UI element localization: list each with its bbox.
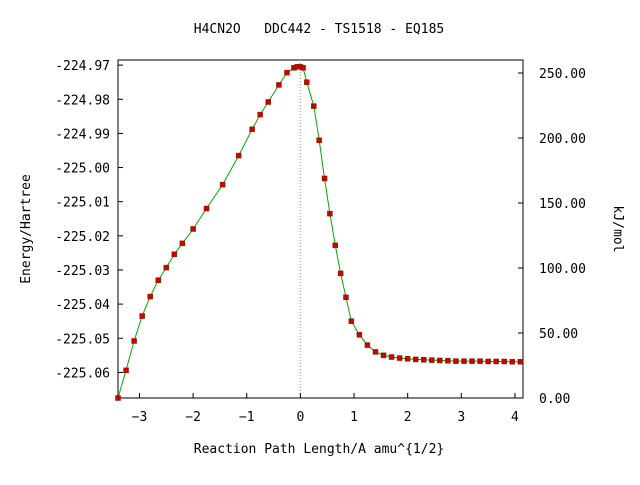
data-point (429, 357, 435, 363)
y-tick-label: -225.06 (55, 366, 110, 381)
chart-title: H4CN2O DDC442 - TS1518 - EQ185 (194, 22, 444, 37)
data-point (337, 270, 344, 277)
data-point (203, 205, 210, 212)
data-point (249, 126, 255, 133)
data-point (327, 210, 333, 217)
data-point (190, 226, 196, 232)
y-tick-label: -225.00 (55, 162, 110, 177)
y2-axis-label: kJ/mol (610, 206, 625, 253)
data-point (364, 342, 371, 348)
data-point (348, 318, 355, 324)
data-point (388, 354, 395, 360)
data-point (155, 277, 161, 283)
data-point (485, 358, 491, 365)
data-point (477, 358, 483, 364)
data-point (163, 264, 170, 271)
x-tick-label: −2 (185, 410, 201, 425)
data-point (372, 349, 379, 355)
energy-profile-line (117, 66, 521, 399)
y2-tick-label: 0.00 (539, 392, 570, 407)
x-axis-label: Reaction Path Length/A amu^{1/2} (194, 442, 444, 457)
data-point (396, 355, 403, 361)
data-point (147, 293, 153, 300)
data-point (316, 137, 322, 143)
data-point (284, 69, 290, 76)
y2-tick-label: 100.00 (539, 262, 586, 277)
data-point (517, 359, 524, 365)
data-point (300, 65, 306, 71)
y2-tick-label: 50.00 (539, 327, 578, 342)
x-tick-label: 2 (404, 410, 412, 425)
data-point (412, 356, 419, 363)
data-point (453, 358, 459, 364)
x-tick-label: 0 (296, 410, 304, 425)
data-point (509, 359, 516, 365)
y-tick-label: -225.03 (55, 264, 110, 279)
data-point (469, 358, 475, 364)
data-point (493, 358, 499, 365)
data-point (171, 251, 178, 258)
y-tick-label: -224.99 (55, 127, 110, 142)
data-point (421, 357, 427, 363)
data-point (356, 332, 363, 338)
data-point (380, 352, 387, 359)
y2-tick-label: 200.00 (539, 132, 586, 147)
data-point (123, 367, 129, 374)
y2-tick-label: 250.00 (539, 67, 586, 82)
data-point (139, 313, 145, 319)
data-point (115, 395, 121, 401)
plot-area: -224.97 -224.98 -224.99 -225.00 -225.01 -225.… (55, 59, 586, 425)
data-point (235, 152, 242, 159)
data-point (437, 357, 443, 364)
x-tick-label: 3 (457, 410, 465, 425)
data-point (311, 103, 317, 109)
data-point (404, 355, 411, 362)
y-axis-label: Energy/Hartree (19, 174, 34, 284)
data-point (501, 358, 507, 365)
data-point (304, 79, 310, 85)
x-tick-label: 1 (350, 410, 358, 425)
y-tick-label: -224.97 (55, 59, 110, 74)
y-tick-label: -225.04 (55, 298, 110, 313)
data-point (332, 242, 339, 249)
y2-tick-label: 150.00 (539, 197, 586, 212)
y-tick-label: -224.98 (55, 93, 110, 108)
x-tick-label: 4 (511, 410, 519, 425)
data-point (343, 294, 349, 301)
data-point (219, 181, 226, 188)
y-tick-label: -225.02 (55, 230, 110, 245)
data-point (257, 111, 263, 118)
y-tick-label: -225.05 (55, 332, 110, 347)
x-tick-label: −3 (132, 410, 148, 425)
data-point (265, 99, 271, 105)
data-point (131, 338, 137, 344)
data-point (321, 175, 328, 182)
data-point (179, 240, 186, 247)
data-point (461, 358, 467, 364)
plot-frame (117, 59, 524, 399)
data-point (276, 82, 282, 88)
data-point (445, 358, 451, 364)
x-tick-label: −1 (239, 410, 255, 425)
y-tick-label: -225.01 (55, 196, 110, 211)
